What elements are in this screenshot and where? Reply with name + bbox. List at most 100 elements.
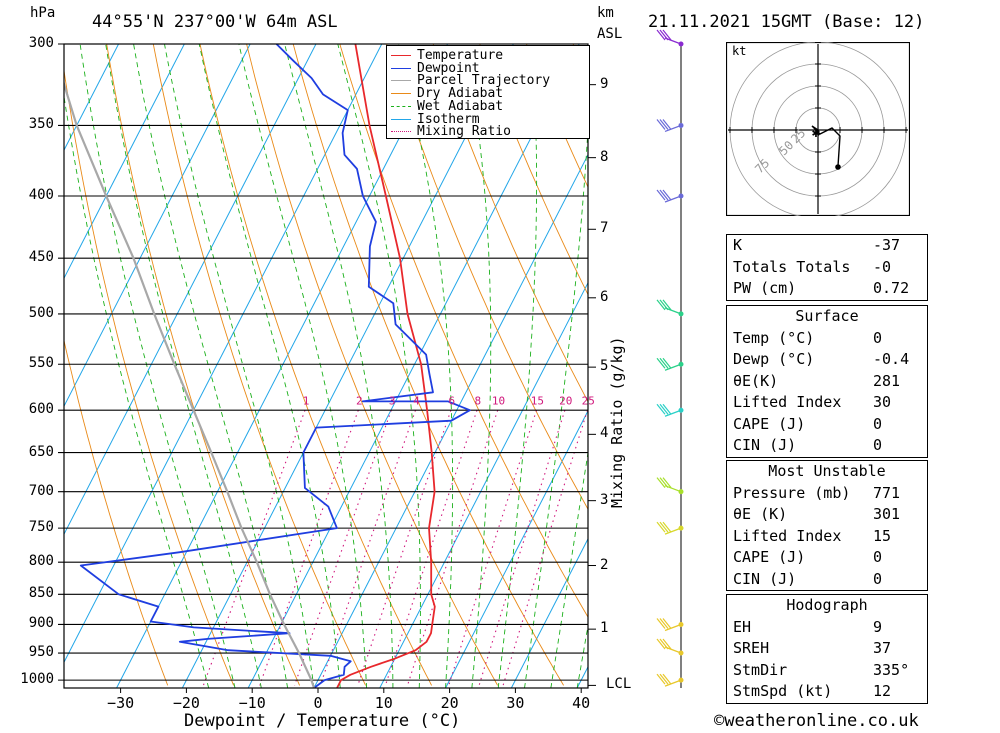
pressure-tick-label: 350 xyxy=(28,116,54,133)
index-row: CAPE (J) 0 xyxy=(727,414,927,436)
km-tick-label: LCL xyxy=(606,676,632,693)
index-label: CIN (J) xyxy=(733,569,797,588)
legend-item: Parcel Trajectory xyxy=(391,73,551,89)
legend-label: Isotherm xyxy=(417,111,480,127)
isotherm-line xyxy=(379,281,588,688)
pressure-tick-label: 600 xyxy=(28,401,54,418)
skew-t-diagram: 1 2 3 4 6 8 10 15 20 25 xyxy=(58,29,720,693)
mixing-ratio-label: 2 xyxy=(356,395,363,408)
wet-adiabat-line xyxy=(398,44,454,688)
pressure-tick-label: 950 xyxy=(28,644,54,661)
dry-adiabat-line xyxy=(386,44,588,511)
index-value: 0 xyxy=(873,328,883,347)
isotherm-line xyxy=(313,153,588,688)
wet-adiabat-line xyxy=(550,449,588,688)
wet-adiabat-line xyxy=(337,44,421,688)
index-label: K xyxy=(733,236,743,254)
legend-label: Dry Adiabat xyxy=(417,86,504,102)
index-value: 12 xyxy=(873,682,892,700)
dry-adiabat-line xyxy=(666,44,720,685)
mixing-ratio-label: 8 xyxy=(475,395,482,408)
pressure-tick-label: 1000 xyxy=(20,671,54,688)
pressure-tick-label: 450 xyxy=(28,249,54,266)
dry-adiabat-line xyxy=(479,44,588,296)
wind-barb xyxy=(656,477,684,495)
index-value: 771 xyxy=(873,483,901,502)
mixing-ratio-line xyxy=(319,410,417,686)
mixing-ratio-label: 1 xyxy=(303,395,310,408)
dry-adiabat-line xyxy=(246,44,498,686)
hodograph-trace xyxy=(811,125,841,167)
dry-adiabat-line xyxy=(106,44,301,686)
x-tick-label: 40 xyxy=(572,694,591,712)
legend-item: Dewpoint xyxy=(391,61,480,76)
index-label: Dewp (°C) xyxy=(733,350,815,368)
x-tick-label: −30 xyxy=(107,694,135,712)
index-row-k: K -37 xyxy=(727,235,927,257)
km-tick-label: 1 xyxy=(600,620,609,637)
legend-swatch xyxy=(391,80,411,82)
mixing-ratio-line xyxy=(357,410,452,686)
km-unit-label: km xyxy=(597,5,614,21)
copyright-footer[interactable]: ©weatheronline.co.uk xyxy=(714,711,919,731)
pressure-unit-label: hPa xyxy=(30,5,56,21)
wind-barb xyxy=(656,618,684,632)
pressure-tick-label: 650 xyxy=(28,443,54,460)
index-value: 0 xyxy=(873,569,883,588)
datetime-title: 21.11.2021 15GMT (Base: 12) xyxy=(648,12,925,32)
index-row: CIN (J) 0 xyxy=(727,569,927,591)
surface-table: Surface Temp (°C) 0 Dewp (°C) -0.4 θE(K) 281 L… xyxy=(726,305,928,458)
wind-barb xyxy=(656,673,684,687)
index-row: SREH 37 xyxy=(727,638,927,660)
index-row: Pressure (mb) 771 xyxy=(727,483,927,505)
km-tick-label: 4 xyxy=(600,425,609,442)
legend-label: Temperature xyxy=(417,48,504,63)
x-tick-label: −10 xyxy=(238,694,266,712)
index-value: 30 xyxy=(873,393,892,411)
pressure-tick-label: 500 xyxy=(28,304,54,321)
legend: Temperature Dewpoint Parcel Trajectory Dry … xyxy=(386,45,590,139)
isotherm-line xyxy=(64,44,251,408)
location-title: 44°55'N 237°00'W 64m ASL xyxy=(92,12,338,32)
pressure-tick-label: 850 xyxy=(28,585,54,602)
legend-swatch xyxy=(391,105,411,107)
index-value: 0 xyxy=(873,548,883,566)
km-tick-label: 7 xyxy=(600,220,609,237)
dry-adiabat-line xyxy=(432,44,588,403)
pressure-tick-label: 700 xyxy=(28,482,54,499)
km-tick-label: 9 xyxy=(600,75,609,92)
legend-swatch xyxy=(391,131,411,133)
x-tick-label: −20 xyxy=(172,694,200,712)
most-unstable-title: Most Unstable xyxy=(768,462,886,480)
general-indices-table: K -37 Totals Totals -0 PW (cm) 0.72 xyxy=(726,234,928,301)
hodograph-unit-label: kt xyxy=(732,44,747,58)
wind-barb xyxy=(656,299,684,317)
isotherm-line xyxy=(64,44,317,536)
dry-adiabat-line xyxy=(64,67,235,686)
surface-title: Surface xyxy=(795,307,859,325)
wet-adiabat-line xyxy=(238,44,368,688)
asl-unit-label: ASL xyxy=(597,26,623,42)
legend-swatch xyxy=(391,118,411,120)
index-label: StmSpd (kt) xyxy=(733,682,833,700)
isotherm-line xyxy=(247,44,580,688)
km-tick-label: 3 xyxy=(600,491,609,508)
legend-item: Dry Adiabat xyxy=(391,86,504,102)
legend-label: Parcel Trajectory xyxy=(417,73,551,89)
index-value: 0 xyxy=(873,414,883,433)
pressure-tick-label: 400 xyxy=(28,187,54,203)
dry-adiabat-line xyxy=(572,44,588,81)
index-row: StmSpd (kt) 12 xyxy=(727,681,927,703)
index-label: SREH xyxy=(733,639,770,657)
index-label: Lifted Index xyxy=(733,526,842,545)
most-unstable-table: Most Unstable Pressure (mb) 771 θE (K) 301 L… xyxy=(726,460,928,591)
index-value: 335° xyxy=(873,660,910,679)
x-tick-label: 20 xyxy=(440,694,459,712)
index-row: CAPE (J) 0 xyxy=(727,547,927,569)
isotherm-line xyxy=(64,44,383,664)
km-tick-label: 2 xyxy=(600,556,609,573)
index-row: θE(K) 281 xyxy=(727,371,927,393)
legend-swatch xyxy=(391,93,411,95)
index-label: CAPE (J) xyxy=(733,548,806,566)
index-row: CIN (J) 0 xyxy=(727,435,927,457)
